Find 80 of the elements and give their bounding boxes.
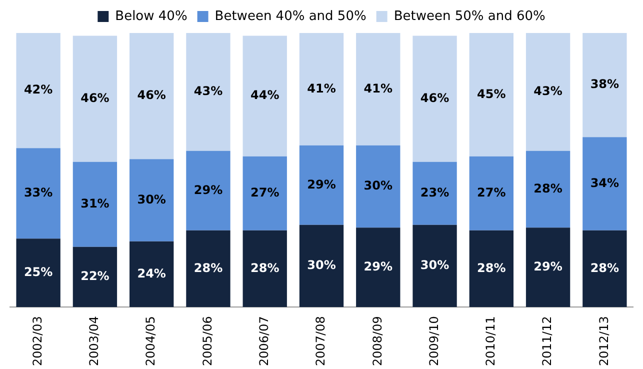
data-label: 38% [590,77,620,92]
bar [299,224,344,308]
data-label: 33% [24,186,53,200]
data-label: 30% [420,258,450,272]
data-label: 23% [420,186,450,200]
bar [526,150,570,228]
bar [356,228,400,308]
data-label: 22% [80,269,110,284]
bar [299,33,344,146]
bar [412,36,457,162]
bar [469,156,514,230]
x-tick-label: 2006/07 [256,316,271,366]
bar [72,36,118,162]
bar [242,36,287,156]
bar [582,33,627,138]
data-label: 29% [364,260,393,274]
bar [356,145,400,228]
data-label: 28% [250,260,280,275]
data-label: 29% [307,177,336,192]
data-label: 46% [137,88,166,102]
data-label: 42% [24,82,53,97]
bar [242,156,287,230]
x-tick-label: 2004/05 [144,316,158,366]
data-label: 43% [534,84,562,98]
bar [582,230,627,308]
data-label: 28% [534,181,562,196]
x-tick-label: 2003/04 [87,316,102,366]
x-tick-label: 2012/13 [596,316,611,366]
data-label: 27% [477,186,506,200]
bar [186,150,230,230]
bar [16,148,60,239]
data-label: 29% [534,260,562,274]
data-label: 31% [80,196,110,210]
data-label: 43% [194,84,223,98]
data-label: 30% [137,192,166,206]
bar [130,159,174,242]
x-tick-label: 2009/10 [426,316,441,366]
x-tick-label: 2008/09 [370,316,384,366]
bar [130,33,174,160]
bar [356,33,400,146]
data-label: 46% [420,90,450,105]
bar [72,162,118,247]
bar [130,241,174,308]
data-label: 28% [590,260,620,275]
bar [582,137,627,230]
data-label: 41% [307,81,336,96]
bar [469,33,514,156]
bar [412,162,457,225]
x-tick-label: 2007/08 [314,316,328,366]
bar [412,224,457,308]
data-label: 34% [590,176,620,190]
bar [186,33,230,151]
x-tick-label: 2011/12 [540,316,554,366]
bar [469,230,514,308]
data-label: 27% [250,186,280,200]
x-tick-label: 2002/03 [30,316,44,366]
data-label: 29% [194,182,223,197]
data-label: 30% [364,178,393,193]
bar [299,145,344,225]
data-label: 30% [307,258,336,272]
data-label: 24% [137,266,166,280]
legend-label: Below 40% [115,8,188,24]
bar [72,246,118,308]
data-label: 25% [24,265,53,280]
bar [16,33,60,148]
data-label: 46% [80,90,110,105]
bar [186,230,230,308]
data-label: 41% [364,81,393,96]
legend-label: Between 50% and 60% [394,8,546,24]
x-tick-label: 2005/06 [200,316,214,366]
bar [526,33,570,151]
data-label: 28% [477,260,506,275]
bar [526,228,570,308]
legend-label: Between 40% and 50% [214,8,366,24]
bar [16,238,60,308]
data-label: 44% [250,88,280,102]
bar [242,230,287,308]
x-tick-label: 2010/11 [484,316,498,366]
data-label: 28% [194,260,223,275]
data-label: 45% [477,86,506,101]
